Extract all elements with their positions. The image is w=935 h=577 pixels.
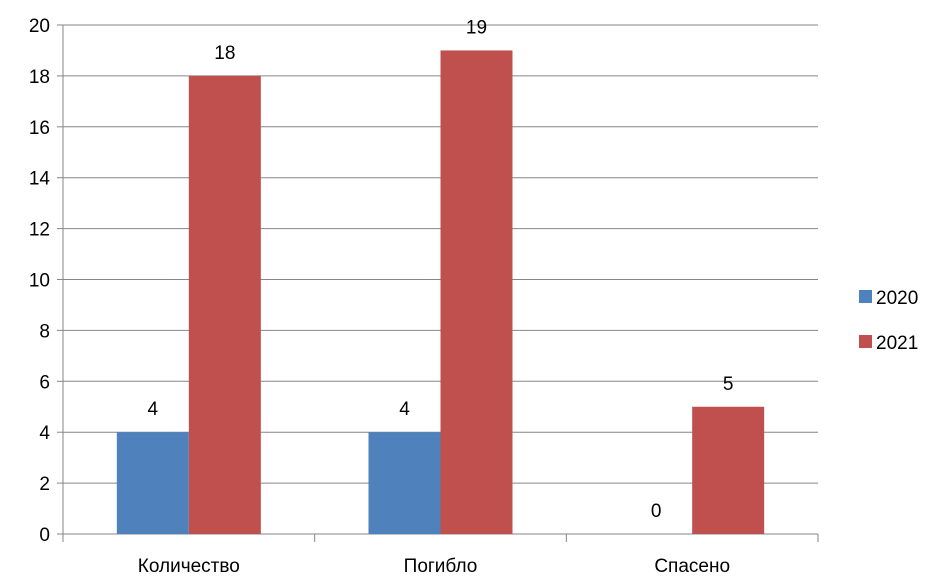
x-tick-label: Количество: [138, 556, 240, 577]
y-axis: 0 2 4 6 8 10 12 14 16 18 20: [29, 16, 64, 546]
legend: 2020 2021: [859, 288, 918, 354]
y-tick-label: 20: [29, 16, 50, 37]
legend-label: 2020: [876, 288, 918, 309]
data-label: 18: [214, 43, 235, 64]
bar-2021: [692, 406, 765, 534]
y-tick-label: 6: [39, 372, 50, 393]
bar-2021: [188, 75, 261, 535]
y-tick-label: 14: [29, 169, 51, 190]
y-tick-label: 0: [39, 525, 50, 546]
bar-2020: [116, 432, 189, 534]
x-tick-label: Спасено: [654, 556, 730, 577]
x-axis: Количество Погибло Спасено: [62, 533, 819, 577]
y-tick-label: 8: [39, 321, 50, 342]
bar-2020: [368, 432, 441, 534]
data-label: 0: [651, 501, 662, 522]
legend-swatch-2021: [859, 335, 872, 348]
bar-2021: [440, 50, 513, 534]
legend-swatch-2020: [859, 290, 872, 303]
data-label: 4: [399, 399, 410, 420]
y-tick-label: 18: [29, 67, 50, 88]
x-tick-label: Погибло: [404, 556, 478, 577]
data-label: 5: [723, 374, 734, 395]
y-tick-label: 12: [29, 220, 50, 241]
data-label: 4: [148, 399, 159, 420]
legend-label: 2021: [876, 333, 918, 354]
y-tick-label: 10: [29, 271, 50, 292]
bars: [116, 50, 765, 535]
y-tick-label: 4: [39, 423, 50, 444]
data-label: 19: [466, 17, 487, 38]
y-tick-label: 2: [39, 474, 50, 495]
y-tick-label: 16: [29, 118, 50, 139]
data-labels: 4 4 0 18 19 5: [148, 17, 734, 522]
